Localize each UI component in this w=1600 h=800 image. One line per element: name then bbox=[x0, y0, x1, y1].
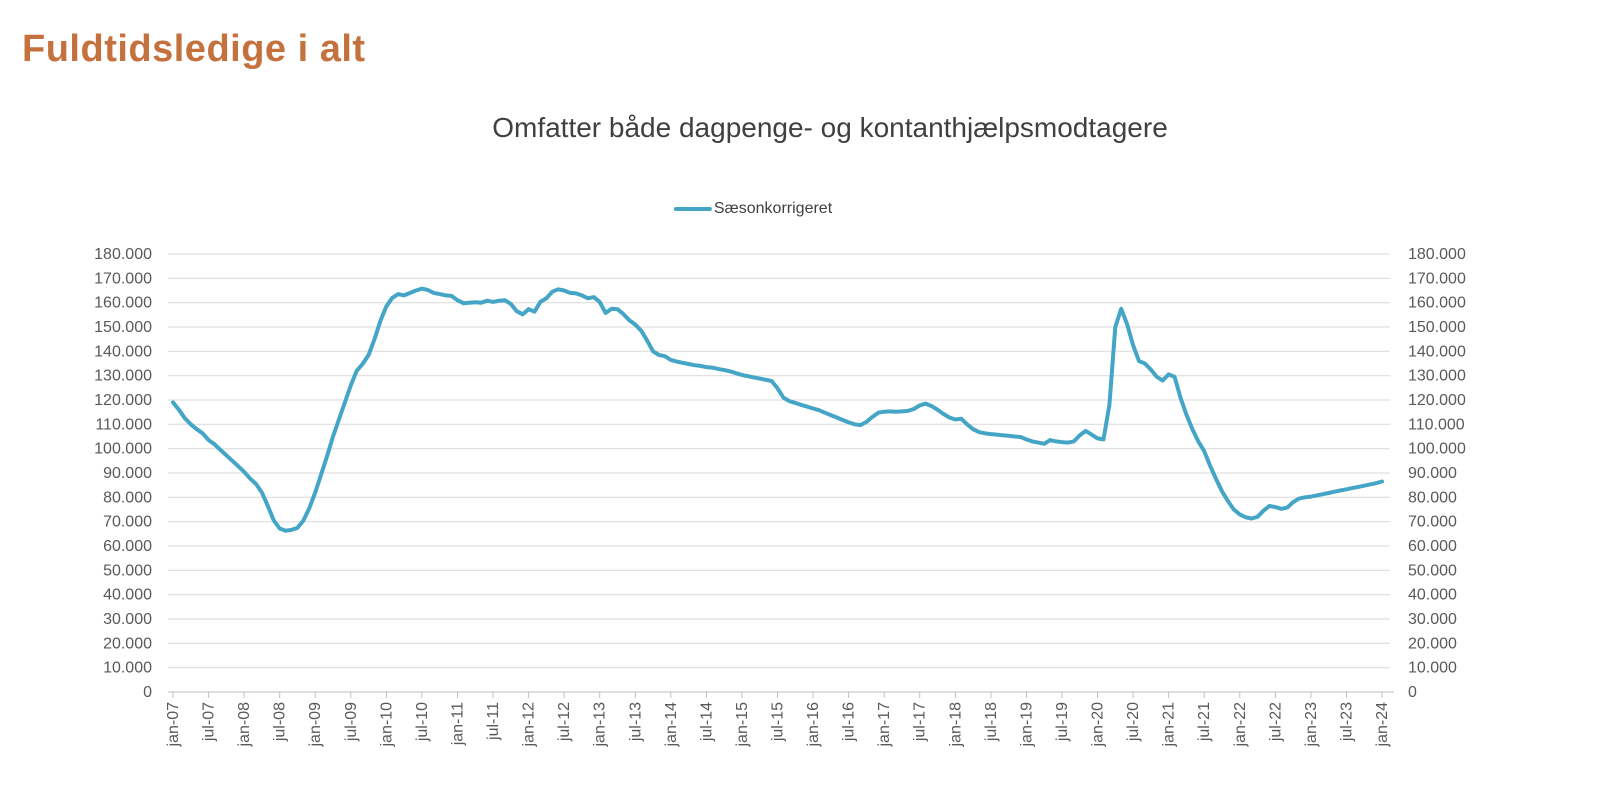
y-tick-label-left: 110.000 bbox=[95, 416, 152, 433]
legend: Sæsonkorrigeret bbox=[673, 200, 833, 218]
y-tick-label-right: 0 bbox=[1408, 684, 1417, 701]
y-tick-label-right: 160.000 bbox=[1408, 295, 1466, 312]
x-tick-label: jan-17 bbox=[876, 702, 893, 748]
x-tick-label: jan-23 bbox=[1303, 702, 1320, 748]
y-tick-label-right: 100.000 bbox=[1408, 441, 1466, 458]
y-tick-label-right: 10.000 bbox=[1408, 660, 1457, 677]
y-tick-label-left: 180.000 bbox=[94, 246, 152, 263]
x-tick-label: jul-10 bbox=[414, 702, 431, 742]
x-tick-label: jan-10 bbox=[378, 702, 395, 748]
x-tick-label: jul-22 bbox=[1267, 702, 1284, 742]
x-tick-label: jul-19 bbox=[1054, 702, 1071, 742]
y-tick-label-right: 20.000 bbox=[1408, 635, 1457, 652]
x-tick-label: jul-07 bbox=[201, 702, 218, 742]
x-tick-label: jul-15 bbox=[770, 702, 787, 742]
x-tick-label: jul-21 bbox=[1196, 702, 1213, 742]
x-tick-label: jul-14 bbox=[698, 702, 715, 742]
y-tick-label-right: 50.000 bbox=[1408, 562, 1457, 579]
y-tick-label-left: 70.000 bbox=[103, 514, 152, 531]
x-tick-label: jul-17 bbox=[912, 702, 929, 742]
y-tick-label-right: 140.000 bbox=[1408, 343, 1466, 360]
x-tick-label: jan-22 bbox=[1232, 702, 1249, 748]
y-tick-label-left: 120.000 bbox=[94, 392, 152, 409]
y-tick-label-left: 30.000 bbox=[103, 611, 152, 628]
y-tick-label-left: 130.000 bbox=[94, 368, 152, 385]
x-tick-label: jan-09 bbox=[307, 702, 324, 748]
x-tick-label: jul-09 bbox=[343, 702, 360, 742]
y-tick-label-left: 160.000 bbox=[94, 295, 152, 312]
y-tick-label-right: 170.000 bbox=[1408, 270, 1466, 287]
y-tick-label-right: 80.000 bbox=[1408, 489, 1457, 506]
y-tick-label-right: 30.000 bbox=[1408, 611, 1457, 628]
series-line bbox=[171, 286, 1384, 533]
x-tick-label: jan-18 bbox=[947, 702, 964, 748]
x-tick-label: jul-12 bbox=[556, 702, 573, 742]
y-tick-label-left: 50.000 bbox=[103, 562, 152, 579]
y-tick-label-left: 10.000 bbox=[103, 660, 152, 677]
y-tick-label-right: 90.000 bbox=[1408, 465, 1457, 482]
y-tick-label-right: 150.000 bbox=[1408, 319, 1466, 336]
x-tick-label: jul-16 bbox=[841, 702, 858, 742]
y-tick-label-left: 80.000 bbox=[103, 489, 152, 506]
x-tick-label: jan-20 bbox=[1090, 702, 1107, 748]
x-tick-label: jan-07 bbox=[165, 702, 182, 748]
x-tick-label: jul-23 bbox=[1338, 702, 1355, 742]
chart-subtitle: Omfatter både dagpenge- og kontanthjælps… bbox=[492, 112, 1168, 143]
x-tick-label: jul-08 bbox=[272, 702, 289, 742]
y-tick-label-left: 170.000 bbox=[94, 270, 152, 287]
x-tick-label: jan-11 bbox=[450, 702, 467, 746]
x-tick-label: jul-11 bbox=[485, 702, 502, 741]
y-tick-label-left: 20.000 bbox=[103, 635, 152, 652]
page-title: Fuldtidsledige i alt bbox=[22, 28, 366, 70]
x-tick-label: jan-14 bbox=[663, 702, 680, 748]
y-tick-label-right: 110.000 bbox=[1408, 416, 1465, 433]
y-tick-label-left: 60.000 bbox=[103, 538, 152, 555]
x-tick-label: jan-16 bbox=[805, 702, 822, 748]
y-tick-label-left: 140.000 bbox=[94, 343, 152, 360]
y-tick-label-right: 180.000 bbox=[1408, 246, 1466, 263]
x-tick-label: jan-19 bbox=[1018, 702, 1035, 748]
legend-line-marker bbox=[673, 207, 712, 211]
x-tick-label: jul-13 bbox=[627, 702, 644, 742]
x-tick-label: jul-20 bbox=[1125, 702, 1142, 742]
y-tick-label-right: 60.000 bbox=[1408, 538, 1457, 555]
x-tick-label: jan-12 bbox=[521, 702, 538, 748]
y-tick-label-left: 0 bbox=[143, 684, 152, 701]
y-tick-label-left: 40.000 bbox=[103, 587, 152, 604]
y-tick-label-right: 70.000 bbox=[1408, 514, 1457, 531]
y-tick-label-left: 150.000 bbox=[94, 319, 152, 336]
legend-label: Sæsonkorrigeret bbox=[713, 200, 833, 217]
x-tick-label: jul-18 bbox=[983, 702, 1000, 742]
y-tick-label-left: 100.000 bbox=[94, 441, 152, 458]
y-tick-label-right: 130.000 bbox=[1408, 368, 1466, 385]
y-tick-label-right: 40.000 bbox=[1408, 587, 1457, 604]
x-tick-label: jan-24 bbox=[1374, 702, 1391, 748]
y-tick-label-right: 120.000 bbox=[1408, 392, 1466, 409]
y-tick-label-left: 90.000 bbox=[103, 465, 152, 482]
x-tick-label: jan-13 bbox=[592, 702, 609, 748]
x-tick-label: jan-21 bbox=[1161, 702, 1178, 748]
x-tick-label: jan-15 bbox=[734, 702, 751, 748]
x-tick-label: jan-08 bbox=[236, 702, 253, 748]
